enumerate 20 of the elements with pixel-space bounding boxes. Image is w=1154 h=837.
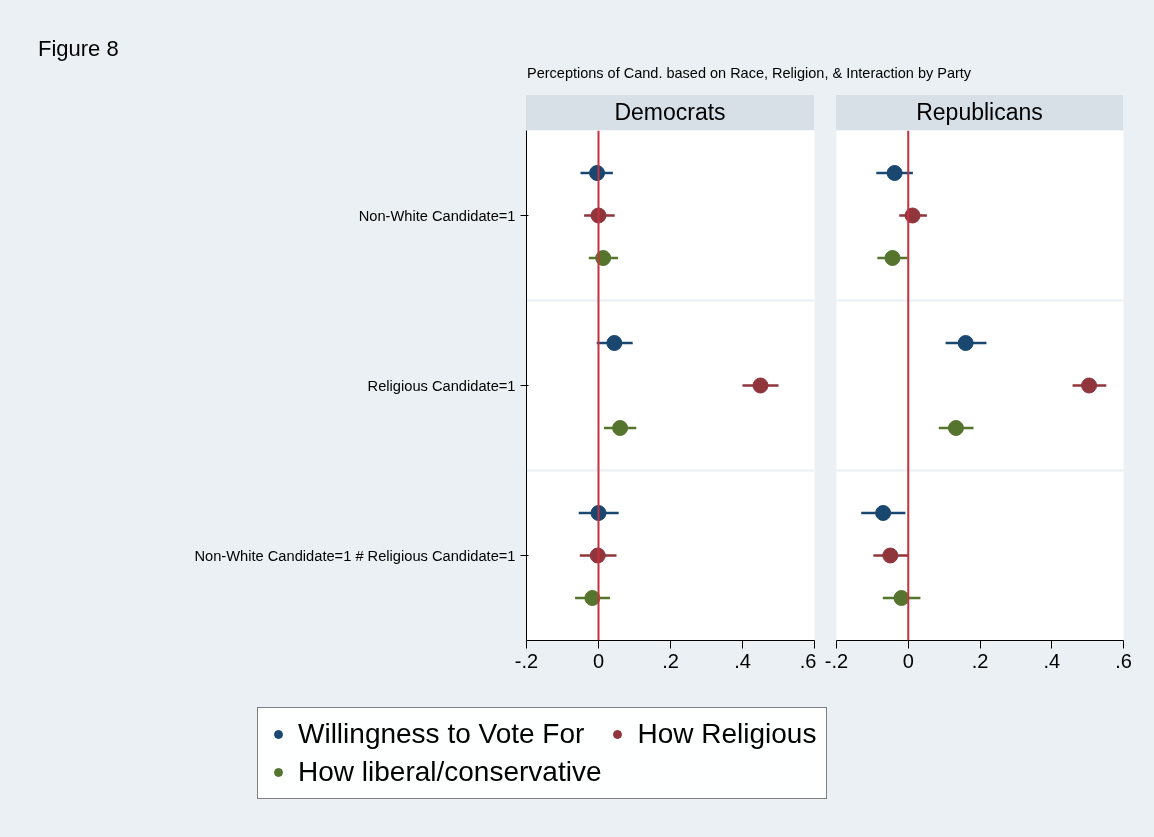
x-tick-label: .4 <box>734 649 751 672</box>
y-tick-label: Non-White Candidate=1 <box>358 207 516 224</box>
x-tick-label: .2 <box>662 649 679 672</box>
legend-label: Willingness to Vote For <box>298 718 585 750</box>
x-tick-label: .2 <box>971 649 989 672</box>
chart-title: Republicans <box>916 98 1043 127</box>
x-tick-label: 0 <box>592 649 605 672</box>
y-tick-label: Religious Candidate=1 <box>367 377 516 394</box>
chart-title: Democrats <box>614 98 726 127</box>
caption: Figure 8 <box>38 35 119 63</box>
x-tick-label: .6 <box>1115 649 1132 672</box>
x-tick-label: 0 <box>902 649 914 672</box>
x-tick-label: .4 <box>1043 649 1061 672</box>
x-tick-label: -.2 <box>824 649 849 672</box>
x-tick-label: -.2 <box>514 649 539 672</box>
text: Perceptions of Cand. based on Race, Religion, & Interaction by Party <box>527 64 972 83</box>
legend-label: How Religious <box>637 718 817 750</box>
legend-label: How liberal/conservative <box>298 756 602 788</box>
y-tick-label: Non-White Candidate=1 # Religious Candidate=1 <box>194 547 516 564</box>
x-tick-label: .6 <box>799 649 817 672</box>
